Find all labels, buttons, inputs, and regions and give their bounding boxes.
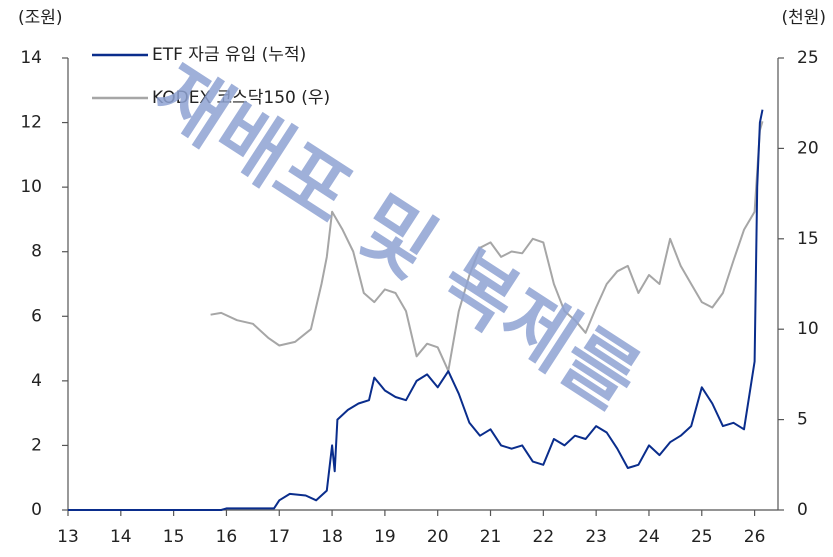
x-tick-label: 18 [321, 527, 343, 547]
y-tick-label: 0 [31, 500, 42, 520]
y-tick-label: 2 [31, 435, 42, 455]
x-tick-label: 13 [57, 527, 79, 547]
x-tick-label: 20 [427, 527, 449, 547]
y2-axis-label: (천원) [781, 8, 826, 28]
y2-tick-label: 10 [797, 319, 819, 339]
x-tick-label: 16 [216, 527, 238, 547]
x-tick-label: 21 [480, 527, 502, 547]
x-tick-label: 23 [585, 527, 607, 547]
series-line [68, 109, 764, 511]
watermark: 재배포 및 복제를 [138, 48, 654, 427]
x-tick-label: 26 [744, 527, 766, 547]
y2-tick-label: 5 [797, 410, 808, 430]
x-tick-label: 24 [638, 527, 660, 547]
y2-tick-label: 0 [797, 500, 808, 520]
y-tick-label: 6 [31, 306, 42, 326]
y-axis-label: (조원) [18, 8, 63, 28]
x-tick-label: 22 [533, 527, 555, 547]
y-tick-label: 14 [20, 48, 42, 68]
legend-label: ETF 자금 유입 (누적) [152, 45, 306, 65]
x-tick-label: 14 [110, 527, 132, 547]
x-tick-label: 15 [163, 527, 185, 547]
y2-tick-label: 25 [797, 48, 819, 68]
legend-label: KODEX 코스닥150 (우) [152, 88, 330, 108]
y-tick-label: 8 [31, 242, 42, 262]
y-tick-label: 12 [20, 113, 42, 133]
x-tick-label: 19 [374, 527, 396, 547]
series-line [210, 121, 764, 372]
x-tick-label: 25 [691, 527, 713, 547]
x-tick-label: 17 [268, 527, 290, 547]
y-tick-label: 4 [31, 371, 42, 391]
y2-tick-label: 20 [797, 138, 819, 158]
y2-tick-label: 15 [797, 229, 819, 249]
y-tick-label: 10 [20, 177, 42, 197]
